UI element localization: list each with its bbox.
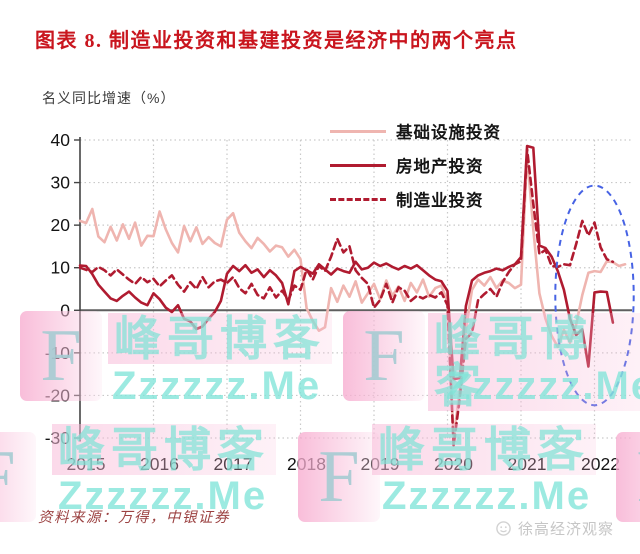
y-tick-label: 30 <box>51 173 71 193</box>
y-axis-unit-label: 名义同比增速（%） <box>42 90 176 106</box>
legend-item-real-estate: 房地产投资 <box>330 148 501 182</box>
x-tick-label: 2019 <box>361 454 400 474</box>
y-tick-label: -10 <box>45 343 71 363</box>
y-tick-label: 10 <box>51 258 71 278</box>
infrastructure-line-swatch <box>330 129 386 133</box>
y-tick-label: 0 <box>60 300 70 320</box>
y-tick-label: 20 <box>51 215 71 235</box>
x-tick-label: 2021 <box>508 454 547 474</box>
x-tick-label: 2018 <box>287 454 326 474</box>
y-tick-label: -30 <box>45 428 71 448</box>
x-tick-label: 2017 <box>214 454 253 474</box>
x-tick-label: 2016 <box>140 454 179 474</box>
chart-legend: 基础设施投资 房地产投资 制造业投资 <box>330 114 501 216</box>
legend-item-manufacturing: 制造业投资 <box>330 182 501 216</box>
chart-title: 图表 8. 制造业投资和基建投资是经济中的两个亮点 <box>35 30 518 52</box>
legend-label: 制造业投资 <box>396 192 484 210</box>
wechat-account-logo-icon <box>496 521 511 536</box>
x-tick-label: 2022 <box>581 454 620 474</box>
x-tick-label: 2020 <box>434 454 473 474</box>
real-estate-line-swatch <box>330 163 386 167</box>
legend-label: 房地产投资 <box>396 158 484 176</box>
y-tick-label: -20 <box>45 385 71 405</box>
y-tick-label: 40 <box>51 130 71 150</box>
footer-brand: 徐高经济观察 <box>495 518 614 539</box>
legend-item-infrastructure: 基础设施投资 <box>330 114 501 148</box>
data-source-note: 资料来源：万得，中银证券 <box>38 510 230 526</box>
x-tick-label: 2015 <box>67 454 106 474</box>
footer-brand-name: 徐高经济观察 <box>517 521 614 538</box>
manufacturing-line-swatch <box>330 197 386 201</box>
series-line-infrastructure <box>78 153 627 441</box>
series-line-manufacturing <box>78 148 615 447</box>
legend-label: 基础设施投资 <box>396 124 501 142</box>
